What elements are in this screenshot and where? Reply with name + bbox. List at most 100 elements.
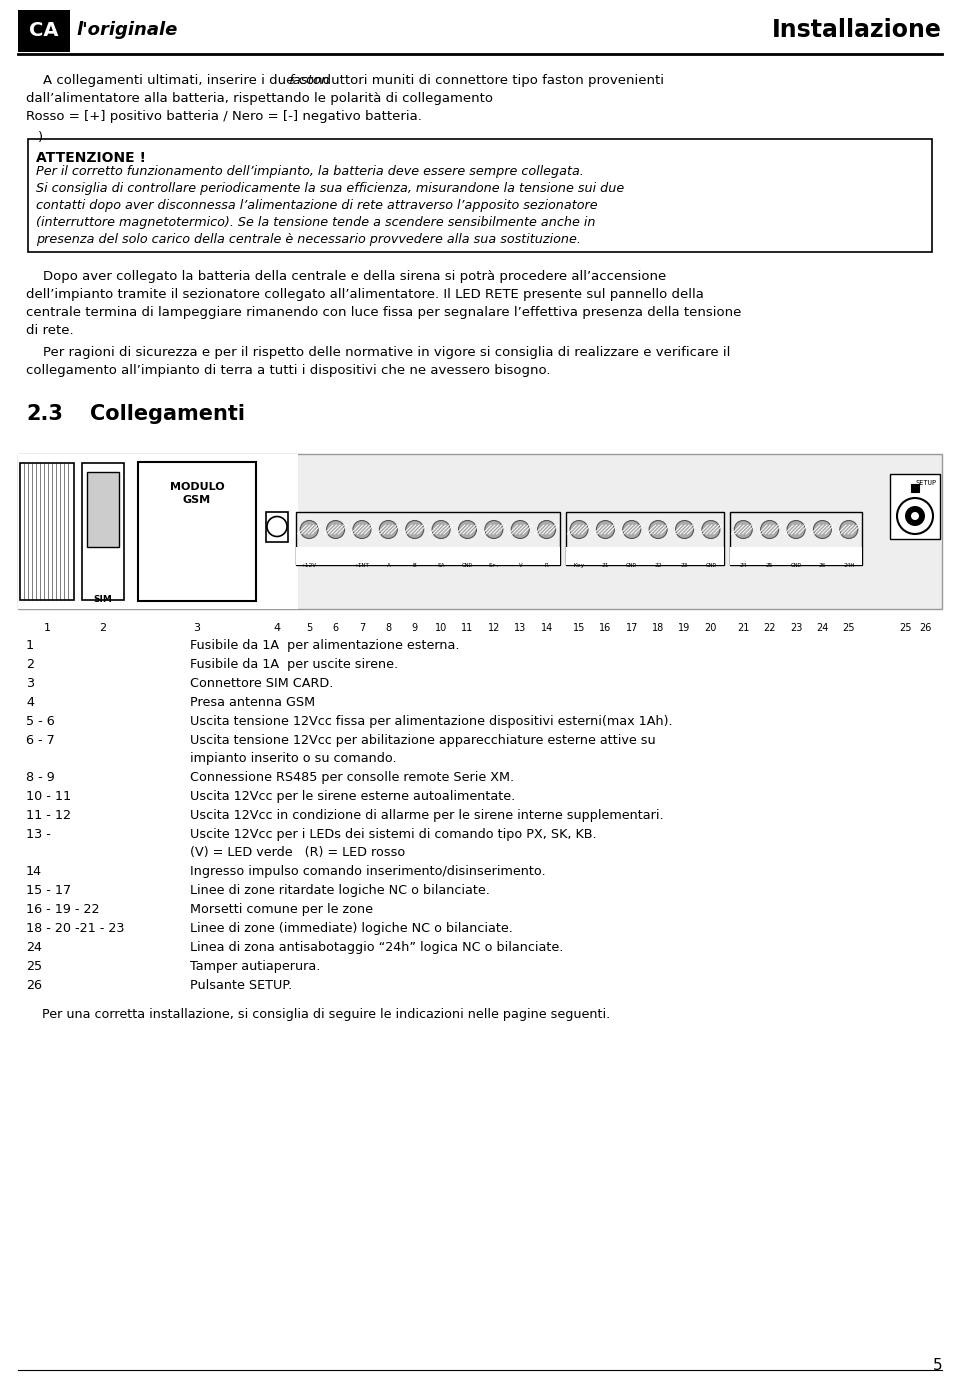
Circle shape: [512, 520, 529, 539]
Text: 9: 9: [412, 623, 418, 632]
Bar: [731, 512, 862, 565]
Text: 10 - 11: 10 - 11: [26, 790, 71, 803]
Text: dell’impianto tramite il sezionatore collegato all’alimentatore. Il LED RETE pre: dell’impianto tramite il sezionatore col…: [26, 288, 704, 301]
Text: presenza del solo carico della centrale è necessario provvedere alla sua sostitu: presenza del solo carico della centrale …: [36, 234, 581, 246]
Text: 3: 3: [26, 677, 35, 690]
Text: 24H: 24H: [843, 562, 854, 568]
Text: Uscita 12Vcc in condizione di allarme per le sirene interne supplementari.: Uscita 12Vcc in condizione di allarme pe…: [190, 809, 663, 823]
Text: impianto inserito o su comando.: impianto inserito o su comando.: [190, 753, 396, 765]
Text: 13: 13: [515, 623, 526, 632]
Text: Z1: Z1: [602, 562, 610, 568]
Text: Connessione RS485 per consolle remote Serie XM.: Connessione RS485 per consolle remote Se…: [190, 771, 515, 783]
Text: 5: 5: [932, 1358, 942, 1372]
Text: Presa antenna GSM: Presa antenna GSM: [190, 695, 315, 709]
Text: Tamper autiaperura.: Tamper autiaperura.: [190, 960, 321, 972]
Text: 25: 25: [843, 623, 855, 632]
Bar: [296, 547, 560, 565]
Text: Uscita tensione 12Vcc per abilitazione apparecchiature esterne attive su: Uscita tensione 12Vcc per abilitazione a…: [190, 734, 656, 747]
Text: Per una corretta installazione, si consiglia di seguire le indicazioni nelle pag: Per una corretta installazione, si consi…: [26, 1009, 611, 1021]
Text: 2.3: 2.3: [26, 404, 62, 424]
Bar: [911, 484, 919, 492]
Circle shape: [353, 520, 371, 539]
Circle shape: [787, 520, 805, 539]
Text: Z4: Z4: [739, 562, 747, 568]
Text: dall’alimentatore alla batteria, rispettando le polarità di collegamento: dall’alimentatore alla batteria, rispett…: [26, 92, 493, 105]
Text: 5 - 6: 5 - 6: [26, 715, 55, 727]
Text: Linea di zona antisabotaggio “24h” logica NC o bilanciate.: Linea di zona antisabotaggio “24h” logic…: [190, 942, 564, 954]
Text: 18 - 20 -21 - 23: 18 - 20 -21 - 23: [26, 922, 125, 935]
Circle shape: [459, 520, 476, 539]
Text: 24: 24: [816, 623, 828, 632]
Text: 7: 7: [359, 623, 365, 632]
Circle shape: [760, 520, 779, 539]
Text: 4: 4: [274, 623, 280, 632]
Text: Morsetti comune per le zone: Morsetti comune per le zone: [190, 902, 373, 916]
Text: (interruttore magnetotermico). Se la tensione tende a scendere sensibilmente anc: (interruttore magnetotermico). Se la ten…: [36, 215, 595, 229]
Text: Per il corretto funzionamento dell’impianto, la batteria deve essere sempre coll: Per il corretto funzionamento dell’impia…: [36, 165, 584, 178]
Text: MODULO
GSM: MODULO GSM: [170, 483, 225, 505]
Bar: [296, 512, 560, 565]
Text: 24: 24: [26, 942, 42, 954]
Text: 13 -: 13 -: [26, 828, 51, 841]
Text: GND: GND: [462, 562, 473, 568]
Text: Fusibile da 1A  per uscite sirene.: Fusibile da 1A per uscite sirene.: [190, 658, 398, 672]
Text: 6 - 7: 6 - 7: [26, 734, 55, 747]
Bar: [266, 512, 288, 541]
Text: 14: 14: [540, 623, 553, 632]
Text: 15 - 17: 15 - 17: [26, 884, 71, 897]
Bar: [87, 471, 119, 547]
Text: Z6: Z6: [819, 562, 827, 568]
Bar: [20, 463, 74, 600]
Text: Installazione: Installazione: [772, 18, 942, 42]
Text: di rete.: di rete.: [26, 325, 74, 337]
Circle shape: [702, 520, 720, 539]
Text: ATTENZIONE !: ATTENZIONE !: [36, 151, 146, 165]
Text: Si consiglia di controllare periodicamente la sua efficienza, misurandone la ten: Si consiglia di controllare periodicamen…: [36, 182, 624, 194]
Text: R: R: [544, 562, 548, 568]
Circle shape: [623, 520, 640, 539]
Text: 5: 5: [306, 623, 312, 632]
Text: -: -: [334, 562, 338, 568]
Text: Uscita 12Vcc per le sirene esterne autoalimentate.: Uscita 12Vcc per le sirene esterne autoa…: [190, 790, 516, 803]
Text: SETUP: SETUP: [916, 480, 937, 485]
Text: 1: 1: [26, 639, 35, 652]
Text: Z5: Z5: [766, 562, 774, 568]
Text: CA: CA: [29, 21, 59, 41]
Text: 1: 1: [43, 623, 51, 632]
Bar: [28, 139, 932, 252]
Text: l'originale: l'originale: [76, 21, 178, 39]
Text: Collegamenti: Collegamenti: [90, 404, 245, 424]
Text: GND: GND: [706, 562, 716, 568]
Circle shape: [911, 512, 919, 520]
Circle shape: [596, 520, 614, 539]
Text: 3: 3: [194, 623, 201, 632]
Text: Ingresso impulso comando inserimento/disinserimento.: Ingresso impulso comando inserimento/dis…: [190, 865, 545, 879]
Bar: [731, 547, 862, 565]
Circle shape: [406, 520, 423, 539]
Circle shape: [432, 520, 450, 539]
Circle shape: [326, 520, 345, 539]
Text: SIM: SIM: [93, 595, 112, 604]
Bar: [82, 463, 124, 600]
Circle shape: [300, 520, 318, 539]
Bar: [565, 547, 724, 565]
Text: Linee di zone ritardate logiche NC o bilanciate.: Linee di zone ritardate logiche NC o bil…: [190, 884, 490, 897]
Text: Key: Key: [573, 562, 585, 568]
Text: 4: 4: [26, 695, 34, 709]
Circle shape: [734, 520, 753, 539]
Circle shape: [485, 520, 503, 539]
Bar: [18, 455, 942, 609]
Text: A: A: [387, 562, 390, 568]
Text: Z2: Z2: [655, 562, 661, 568]
Circle shape: [649, 520, 667, 539]
Text: 12: 12: [488, 623, 500, 632]
Text: Fusibile da 1A  per alimentazione esterna.: Fusibile da 1A per alimentazione esterna…: [190, 639, 460, 652]
Text: ): ): [38, 132, 43, 144]
Text: SA: SA: [438, 562, 444, 568]
Text: Uscite 12Vcc per i LEDs dei sistemi di comando tipo PX, SK, KB.: Uscite 12Vcc per i LEDs dei sistemi di c…: [190, 828, 596, 841]
Text: 11 - 12: 11 - 12: [26, 809, 71, 823]
Text: Dopo aver collegato la batteria della centrale e della sirena si potrà procedere: Dopo aver collegato la batteria della ce…: [26, 270, 666, 283]
Text: (V) = LED verde   (R) = LED rosso: (V) = LED verde (R) = LED rosso: [190, 846, 405, 859]
Text: 6: 6: [332, 623, 339, 632]
Text: A collegamenti ultimati, inserire i due conduttori muniti di connettore tipo fas: A collegamenti ultimati, inserire i due …: [26, 74, 664, 87]
